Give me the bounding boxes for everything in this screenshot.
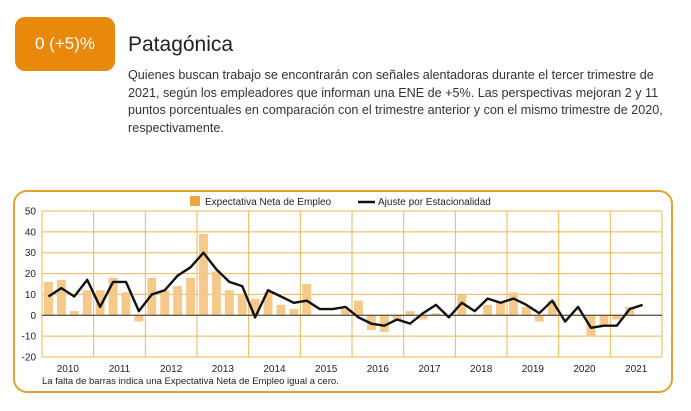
bar: [263, 292, 273, 316]
bar: [625, 306, 635, 316]
x-tick-label: 2013: [212, 364, 235, 375]
bar: [69, 311, 79, 316]
region-description: Quienes buscan trabajo se encontrarán co…: [128, 68, 663, 135]
bar: [224, 290, 234, 316]
x-tick-label: 2020: [573, 364, 596, 375]
bar: [173, 286, 183, 316]
region-title: Patagónica: [128, 33, 234, 56]
x-tick-label: 2014: [263, 364, 286, 375]
bar: [534, 315, 544, 322]
bar: [612, 315, 622, 320]
y-tick-label: 10: [25, 290, 37, 301]
x-tick-label: 2019: [522, 364, 545, 375]
bar: [379, 315, 389, 332]
bar: [418, 315, 428, 320]
bar: [186, 277, 195, 316]
x-tick-label: 2018: [470, 364, 493, 375]
x-tick-label: 2010: [57, 364, 80, 375]
bar: [56, 279, 66, 316]
bar: [44, 281, 53, 316]
bar: [211, 271, 221, 316]
bar: [276, 304, 286, 316]
bar: [250, 298, 260, 316]
bar: [521, 306, 531, 316]
bar: [509, 292, 518, 316]
bar: [82, 290, 92, 316]
x-tick-label: 2016: [367, 364, 390, 375]
bar: [121, 292, 131, 316]
chart-note: La falta de barras indica una Expectativ…: [42, 376, 339, 387]
bar: [483, 304, 493, 316]
bar: [547, 300, 557, 316]
y-tick-label: 40: [25, 227, 37, 238]
y-tick-label: -20: [22, 353, 37, 364]
x-tick-label: 2017: [418, 364, 441, 375]
x-tick-label: 2021: [625, 364, 648, 375]
x-tick-label: 2011: [109, 364, 131, 375]
bar: [289, 309, 299, 316]
y-tick-label: 0: [30, 311, 36, 322]
bar: [108, 277, 118, 316]
chart-frame: [13, 190, 673, 393]
bar: [134, 315, 144, 322]
bar: [405, 311, 415, 316]
x-tick-label: 2015: [315, 364, 338, 375]
bar: [431, 313, 441, 316]
bar: [237, 294, 247, 316]
bar: [341, 309, 350, 316]
bar: [599, 315, 609, 326]
y-tick-label: -10: [22, 332, 37, 343]
bar: [147, 277, 157, 316]
y-tick-label: 50: [25, 207, 37, 218]
y-tick-label: 30: [25, 248, 37, 259]
x-tick-label: 2012: [160, 364, 183, 375]
bar: [354, 300, 363, 316]
legend-bar-swatch: [190, 196, 200, 206]
bar: [457, 294, 467, 316]
legend-bar-label: Expectativa Neta de Empleo: [205, 197, 332, 208]
legend-line-label: Ajuste por Estacionalidad: [378, 197, 491, 208]
bar: [95, 290, 105, 316]
outlook-badge: 0 (+5)%: [15, 17, 115, 71]
bar: [392, 315, 402, 320]
bar: [160, 290, 170, 316]
y-tick-label: 20: [25, 269, 37, 280]
bar: [199, 233, 208, 316]
bar: [496, 302, 505, 316]
